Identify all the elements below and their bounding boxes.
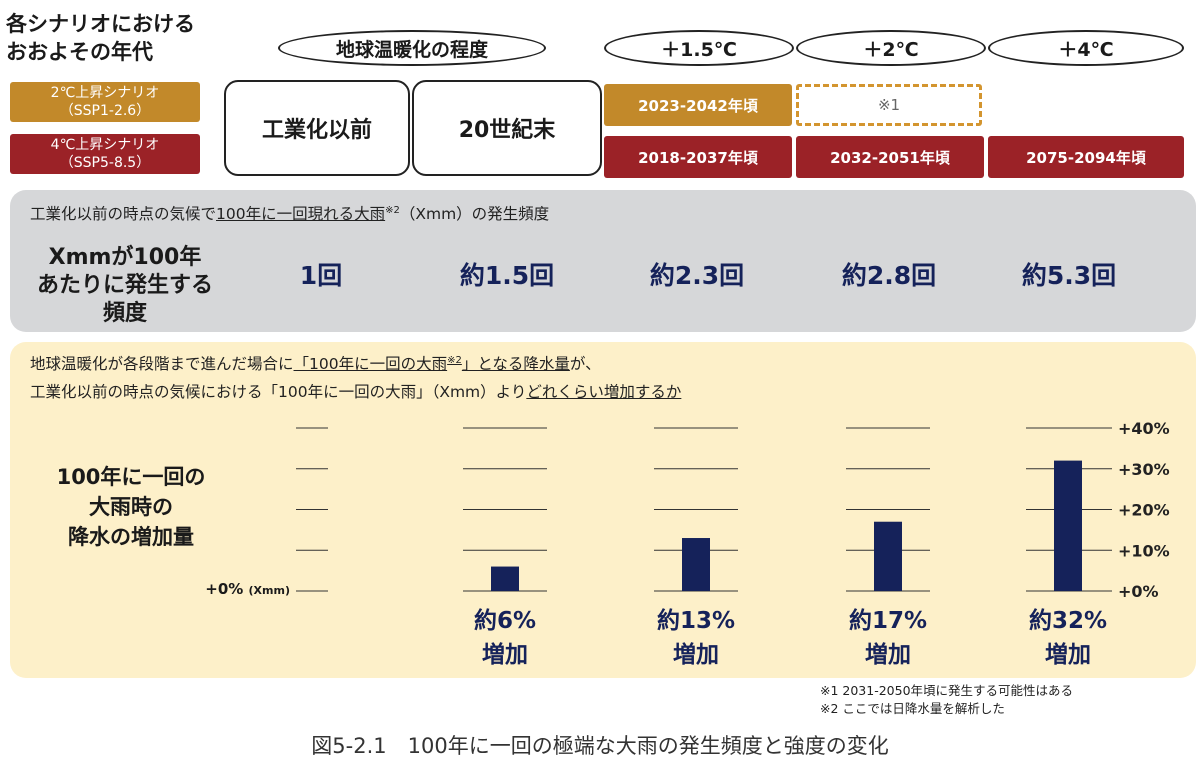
frequency-caption-underlined: 100年に一回現れる大雨: [216, 205, 386, 223]
scenario-ssp585-badge: 4℃上昇シナリオ （SSP5-8.5）: [10, 134, 200, 174]
frequency-value-preindustrial: 1回: [299, 261, 343, 290]
frequency-caption-suffix: （Xmm）の発生頻度: [399, 205, 550, 223]
frequency-row-label-line1: Xmmが100年: [48, 245, 202, 270]
bar-value-label: 約13%: [657, 607, 735, 634]
y-tick-label: +40%: [1118, 419, 1170, 438]
frequency-value-4: 約5.3回: [1021, 261, 1117, 290]
era-title-line1: 各シナリオにおける: [6, 12, 195, 36]
year-ssp585-4: 2075-2094年頃: [988, 136, 1184, 178]
y-tick-label: +0%: [1118, 582, 1159, 601]
scenario-ssp585-line1: 4℃上昇シナリオ: [50, 137, 160, 153]
bar-value-label: 約17%: [849, 607, 927, 634]
bar: [874, 521, 902, 591]
level-1p5-oval: ＋1.5℃: [604, 30, 794, 66]
scenario-ssp126-badge: 2℃上昇シナリオ （SSP1-2.6）: [10, 82, 200, 122]
bar: [491, 566, 519, 591]
bar-value-label: 約32%: [1029, 607, 1107, 634]
figure-title: 図5-2.1 100年に一回の極端な大雨の発生頻度と強度の変化: [311, 734, 889, 758]
zero-baseline-label: +0% (Xmm): [205, 580, 290, 598]
footnote-2: ※2 ここでは日降水量を解析した: [820, 701, 1005, 716]
frequency-caption-sup: ※2: [385, 204, 400, 216]
level-2-oval: ＋2℃: [796, 30, 986, 66]
increase-row-label-line1: 100年に一回の: [56, 465, 206, 489]
increase-caption1-prefix: 地球温暖化が各段階まで進んだ場合に: [30, 355, 294, 373]
y-tick-label: +10%: [1118, 541, 1170, 560]
scenario-ssp126-line2: （SSP1-2.6）: [59, 103, 151, 119]
increase-row-label-line2: 大雨時の: [89, 495, 173, 519]
frequency-value-late20c: 約1.5回: [459, 261, 555, 290]
bar-suffix-label: 増加: [1045, 641, 1091, 668]
increase-caption1-underlined: 「100年に一回の大雨: [293, 355, 448, 373]
increase-caption-line1: 地球温暖化が各段階まで進んだ場合に「100年に一回の大雨※2」となる降水量が、: [30, 352, 601, 374]
frequency-value-2: 約2.8回: [841, 261, 937, 290]
era-preindustrial-box: 工業化以前: [224, 80, 410, 176]
increase-row-label-line3: 降水の増加量: [68, 525, 194, 549]
increase-caption1-sup: ※2: [447, 354, 462, 366]
zero-baseline-value: +0%: [205, 580, 244, 598]
frequency-row-label-line2: あたりに発生する: [36, 273, 213, 298]
level-4-oval: ＋4℃: [988, 30, 1184, 66]
frequency-caption-prefix: 工業化以前の時点の気候で: [30, 205, 217, 223]
bar: [1054, 460, 1082, 591]
bar-suffix-label: 増加: [673, 641, 719, 668]
y-tick-label: +20%: [1118, 501, 1170, 520]
year-ssp126-2-note: ※1: [796, 84, 982, 126]
increase-panel: [10, 342, 1196, 678]
increase-caption2-prefix: 工業化以前の時点の気候における「100年に一回の大雨」（Xmm）より: [30, 383, 527, 401]
year-ssp585-2: 2032-2051年頃: [796, 136, 984, 178]
warming-degree-oval: 地球温暖化の程度: [278, 30, 546, 66]
era-late20c-box: 20世紀末: [412, 80, 602, 176]
frequency-panel: [10, 190, 1196, 332]
frequency-caption: 工業化以前の時点の気候で100年に一回現れる大雨※2（Xmm）の発生頻度: [30, 202, 549, 224]
frequency-row-label: Xmmが100年 あたりに発生する 頻度: [30, 244, 220, 328]
footnote-1: ※1 2031-2050年頃に発生する可能性はある: [820, 683, 1074, 698]
era-title-line2: おおよその年代: [6, 40, 153, 64]
y-tick-label: +30%: [1118, 460, 1170, 479]
increase-caption2-underlined: どれくらい増加するか: [526, 383, 682, 401]
bar-value-label: 約6%: [474, 607, 536, 634]
footnotes: ※1 2031-2050年頃に発生する可能性はある ※2 ここでは日降水量を解析…: [820, 682, 1073, 718]
scenario-ssp126-line1: 2℃上昇シナリオ: [50, 85, 160, 101]
scenario-ssp585-line2: （SSP5-8.5）: [59, 155, 151, 171]
increase-row-label: 100年に一回の 大雨時の 降水の増加量: [26, 462, 236, 552]
bar-suffix-label: 増加: [482, 641, 528, 668]
bar-suffix-label: 増加: [865, 641, 911, 668]
year-ssp585-1p5: 2018-2037年頃: [604, 136, 792, 178]
era-title: 各シナリオにおける おおよその年代: [6, 10, 216, 66]
bar: [682, 538, 710, 591]
increase-caption-line2: 工業化以前の時点の気候における「100年に一回の大雨」（Xmm）よりどれくらい増…: [30, 380, 681, 402]
year-ssp126-1p5: 2023-2042年頃: [604, 84, 792, 126]
zero-baseline-unit: (Xmm): [248, 584, 290, 597]
increase-caption1-underlined2: 」となる降水量: [461, 355, 570, 373]
frequency-row-label-line3: 頻度: [102, 301, 147, 326]
frequency-value-1p5: 約2.3回: [649, 261, 745, 290]
increase-caption1-suffix: が、: [569, 355, 601, 373]
